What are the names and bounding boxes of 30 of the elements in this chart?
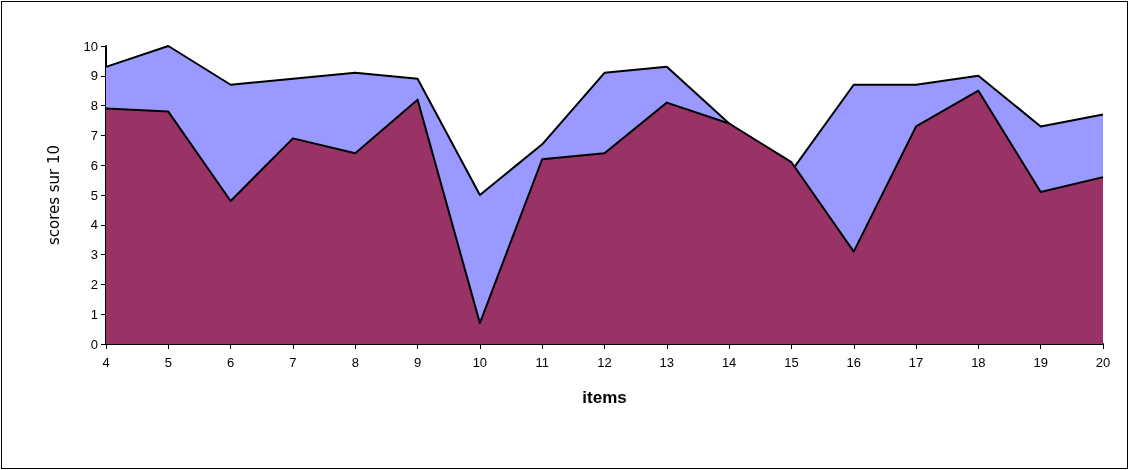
y-tick-label: 4 — [90, 217, 98, 233]
x-tick-label: 9 — [413, 355, 422, 370]
x-tick-label: 19 — [1033, 355, 1048, 370]
y-tick-label: 3 — [90, 247, 98, 263]
x-tick-label: 17 — [908, 355, 924, 370]
x-tick-label: 14 — [721, 355, 737, 370]
x-tick-label: 7 — [289, 355, 297, 370]
y-tick-label: 8 — [90, 98, 98, 114]
x-tick-label: 16 — [846, 355, 861, 370]
x-tick-label: 11 — [535, 355, 549, 370]
y-tick-label: 1 — [90, 306, 98, 322]
y-axis-title: scores sur 10 — [44, 144, 63, 246]
x-tick-label: 18 — [971, 355, 986, 370]
y-tick-label: 0 — [90, 336, 98, 352]
y-tick-label: 7 — [90, 127, 98, 143]
x-tick-label: 13 — [659, 355, 675, 370]
x-tick-label: 10 — [472, 355, 488, 370]
x-tick-label: 4 — [102, 355, 110, 370]
x-tick-label: 8 — [351, 355, 359, 370]
x-tick-label: 15 — [784, 355, 799, 370]
y-tick-label: 5 — [90, 187, 98, 203]
x-tick-label: 6 — [227, 355, 235, 370]
y-tick-label: 6 — [90, 157, 98, 173]
y-tick-label: 10 — [83, 38, 98, 54]
x-tick-label: 12 — [597, 355, 612, 370]
x-axis-title: items — [582, 388, 627, 407]
x-tick-label: 5 — [164, 355, 172, 370]
y-tick-label: 9 — [90, 68, 98, 84]
y-tick-label: 2 — [90, 276, 98, 292]
x-tick-label: 20 — [1095, 355, 1111, 370]
